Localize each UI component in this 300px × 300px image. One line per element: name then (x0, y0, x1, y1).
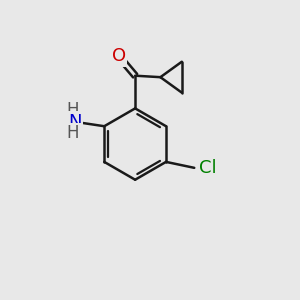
Text: N: N (68, 113, 81, 131)
Text: H: H (67, 101, 79, 119)
Text: Cl: Cl (199, 159, 216, 177)
Text: O: O (112, 47, 126, 65)
Text: H: H (67, 124, 79, 142)
